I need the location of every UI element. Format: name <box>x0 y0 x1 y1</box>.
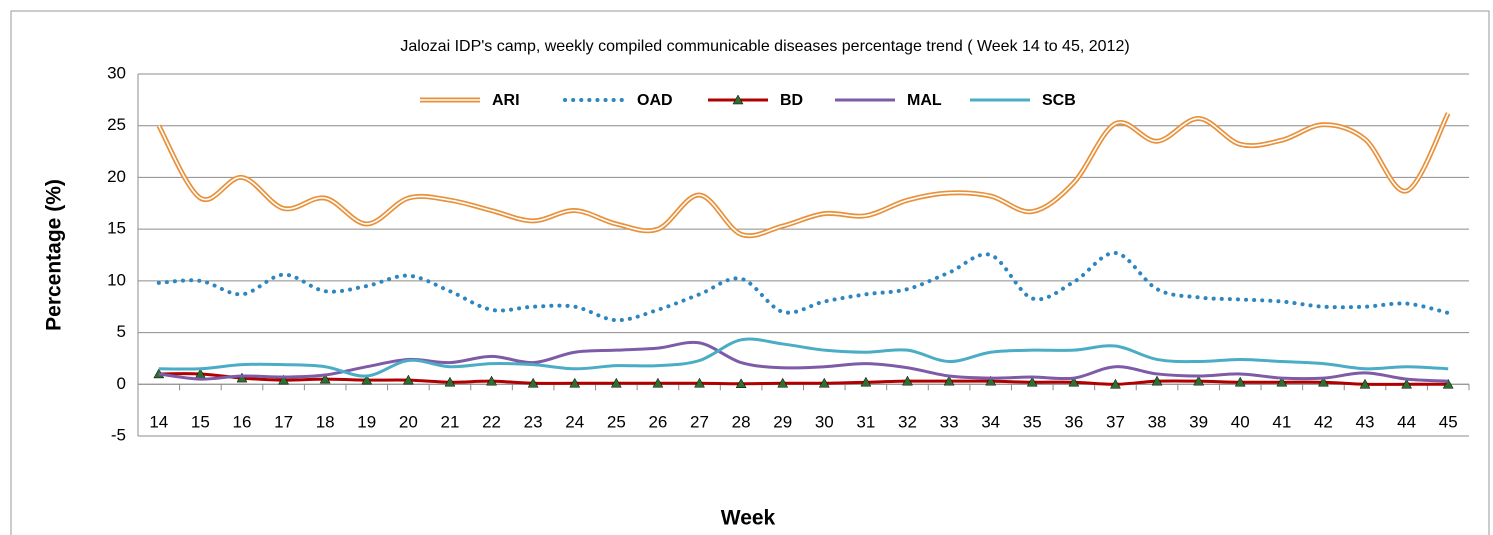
chart-border <box>10 10 1490 535</box>
y-tick-label: 25 <box>107 115 126 134</box>
marker <box>902 375 913 386</box>
x-tick-label: 44 <box>1397 412 1416 431</box>
x-tick-label: 29 <box>773 412 792 431</box>
x-tick-label: 39 <box>1189 412 1208 431</box>
line-series-inner <box>158 112 1449 237</box>
marker <box>1193 375 1205 386</box>
marker <box>652 377 664 388</box>
marker <box>278 374 290 385</box>
marker <box>860 376 872 387</box>
marker <box>1151 375 1163 386</box>
x-tick-label: 22 <box>482 412 501 431</box>
marker <box>361 374 373 385</box>
x-tick-label: 33 <box>940 412 959 431</box>
y-tick-label: 15 <box>107 219 126 238</box>
line-series <box>158 372 1449 386</box>
x-tick-label: 32 <box>898 412 917 431</box>
chart-title: Jalozai IDP's camp, weekly compiled comm… <box>400 38 1129 55</box>
x-tick-label: 27 <box>690 412 709 431</box>
y-axis-label: Percentage (%) <box>43 179 66 331</box>
marker <box>777 377 789 388</box>
marker <box>319 373 331 384</box>
marker <box>1234 376 1246 387</box>
marker <box>1442 378 1454 389</box>
y-tick-label: 5 <box>117 322 126 341</box>
legend-label: BD <box>780 92 803 109</box>
x-tick-label: 36 <box>1064 412 1083 431</box>
marker <box>527 377 539 388</box>
legend-marker <box>732 94 744 105</box>
x-tick-label: 24 <box>565 412 584 431</box>
line-series <box>158 337 1449 378</box>
y-tick-label: -5 <box>111 425 126 444</box>
x-tick-label: 30 <box>815 412 834 431</box>
marker <box>1276 376 1288 387</box>
x-tick-label: 19 <box>357 412 376 431</box>
y-tick-label: 10 <box>107 270 126 289</box>
y-tick-label: 30 <box>107 63 126 82</box>
x-tick-label: 26 <box>648 412 667 431</box>
x-tick-label: 43 <box>1356 412 1375 431</box>
marker <box>486 375 497 386</box>
marker <box>694 377 705 388</box>
y-tick-label: 20 <box>107 167 126 186</box>
marker <box>1401 378 1413 389</box>
x-tick-label: 31 <box>856 412 875 431</box>
marker <box>1359 378 1371 389</box>
marker <box>1026 376 1038 387</box>
legend-label: SCB <box>1042 92 1076 109</box>
x-tick-label: 14 <box>149 412 168 431</box>
x-tick-label: 16 <box>233 412 252 431</box>
x-tick-label: 21 <box>440 412 459 431</box>
marker <box>943 375 955 386</box>
x-tick-label: 35 <box>1023 412 1042 431</box>
x-tick-label: 40 <box>1231 412 1250 431</box>
x-tick-label: 17 <box>274 412 293 431</box>
x-tick-label: 42 <box>1314 412 1333 431</box>
marker <box>569 377 581 388</box>
marker <box>1317 376 1329 387</box>
marker <box>1068 376 1080 387</box>
marker <box>444 376 456 387</box>
x-tick-label: 23 <box>524 412 543 431</box>
x-tick-label: 28 <box>732 412 751 431</box>
x-tick-label: 18 <box>316 412 335 431</box>
marker <box>1110 378 1121 389</box>
x-axis-label: Week <box>721 507 776 530</box>
y-tick-label: 0 <box>117 374 126 393</box>
legend-label: OAD <box>637 92 673 109</box>
line-series <box>158 340 1449 383</box>
marker <box>402 374 414 385</box>
x-tick-label: 41 <box>1272 412 1291 431</box>
x-tick-label: 38 <box>1148 412 1167 431</box>
x-tick-label: 20 <box>399 412 418 431</box>
legend-label: MAL <box>907 92 942 109</box>
legend-label: ARI <box>492 92 520 109</box>
marker <box>818 377 830 388</box>
marker <box>985 375 997 386</box>
x-tick-label: 45 <box>1439 412 1458 431</box>
x-tick-label: 34 <box>981 412 1000 431</box>
x-tick-label: 37 <box>1106 412 1125 431</box>
marker <box>610 377 622 388</box>
x-tick-label: 25 <box>607 412 626 431</box>
marker <box>735 378 747 389</box>
x-tick-label: 15 <box>191 412 210 431</box>
